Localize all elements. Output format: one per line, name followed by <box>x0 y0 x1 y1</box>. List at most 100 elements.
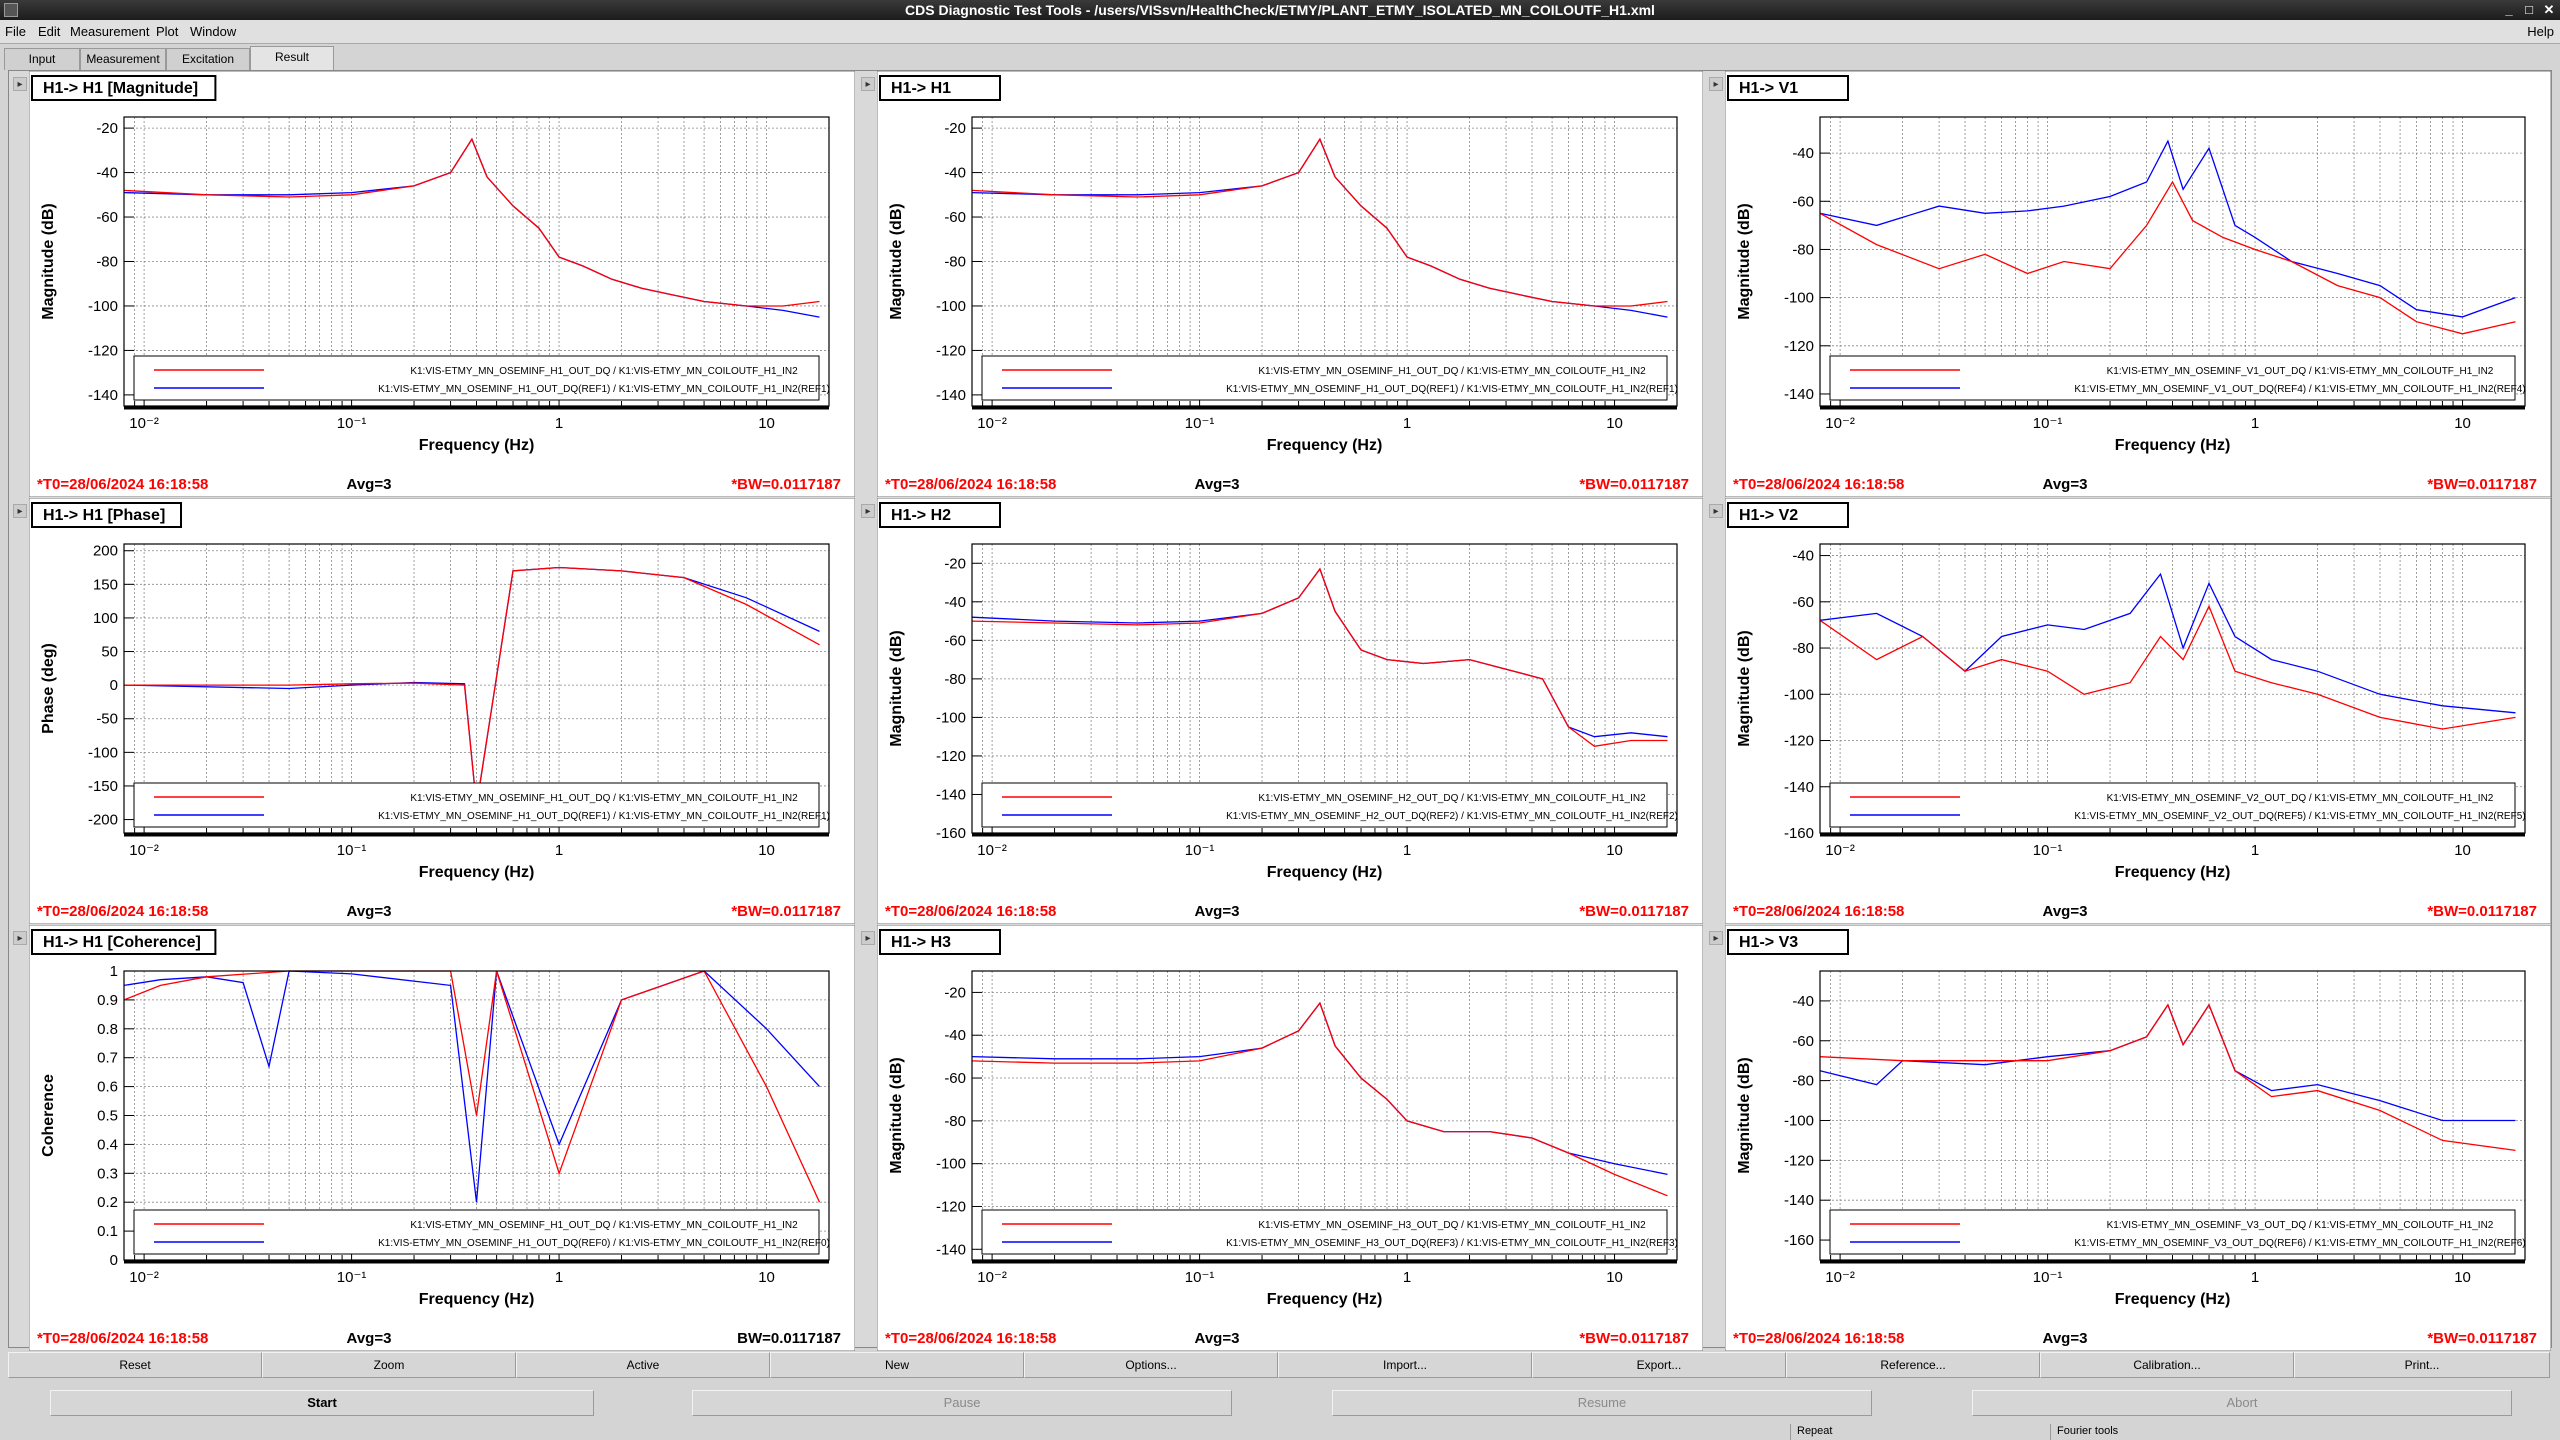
pane-options-icon[interactable]: ▸ <box>861 931 875 945</box>
plot-pane[interactable]: ▸ H1-> H2 -160 -140 -120 -100 -80 -60 -40 -20 10⁻²… <box>857 498 1705 924</box>
new-button[interactable]: New <box>770 1352 1024 1378</box>
active-button[interactable]: Active <box>516 1352 770 1378</box>
series-measurement-line <box>123 137 820 307</box>
minimize-icon[interactable]: _ <box>2505 2 2513 17</box>
plot-pane[interactable]: ▸ H1-> H1 [Magnitude] -140 -120 -100 -80 -60 -4… <box>9 71 857 497</box>
y-tick-label: -40 <box>96 165 118 182</box>
pane-options-icon[interactable]: ▸ <box>1709 931 1723 945</box>
zoom-button[interactable]: Zoom <box>262 1352 516 1378</box>
x-tick-label: 10 <box>2454 842 2471 859</box>
plot-canvas[interactable]: H1-> H1 [Phase] -200 -150 -100 -50 0 50 100 150 2… <box>29 498 855 924</box>
plot-pane[interactable]: ▸ H1-> V2 -160 -140 -120 -100 -80 -60 -40 10⁻² 10⁻… <box>1705 498 2553 924</box>
y-tick-label: -20 <box>944 555 966 572</box>
series-measurement-line <box>971 567 1668 747</box>
pause-button[interactable]: Pause <box>692 1390 1232 1416</box>
start-button[interactable]: Start <box>50 1390 594 1416</box>
legend-entry: K1:VIS-ETMY_MN_OSEMINF_V3_OUT_DQ(REF6) /… <box>2074 1238 2525 1249</box>
options-button[interactable]: Options... <box>1024 1352 1278 1378</box>
timestamp-label: *T0=28/06/2024 16:18:58 <box>1733 1330 1904 1347</box>
pane-options-icon[interactable]: ▸ <box>13 931 27 945</box>
pane-options-icon[interactable]: ▸ <box>861 504 875 518</box>
plot-title: H1-> H1 [Phase] <box>43 507 165 524</box>
x-tick-label: 10⁻² <box>977 415 1007 432</box>
pane-options-icon[interactable]: ▸ <box>1709 77 1723 91</box>
y-tick-label: -140 <box>936 387 966 404</box>
timestamp-label: *T0=28/06/2024 16:18:58 <box>37 903 208 920</box>
y-tick-label: 0.1 <box>97 1223 118 1240</box>
plot-axes-box <box>123 116 830 407</box>
plot-pane[interactable]: ▸ H1-> V3 -160 -140 -120 -100 -80 -60 -40 10⁻² 10⁻… <box>1705 925 2553 1351</box>
legend-box <box>981 1209 1668 1255</box>
plot-title-box <box>879 929 1001 955</box>
plot-pane[interactable]: ▸ H1-> H1 [Phase] -200 -150 -100 -50 0 50 100 150… <box>9 498 857 924</box>
tab-result[interactable]: Result <box>250 46 334 70</box>
x-tick-label: 10⁻² <box>129 1269 159 1286</box>
x-tick-label: 10 <box>1606 415 1623 432</box>
y-tick-label: 100 <box>93 610 118 627</box>
x-tick-label: 10 <box>1606 842 1623 859</box>
bandwidth-label: BW=0.0117187 <box>737 1330 841 1347</box>
reset-button[interactable]: Reset <box>8 1352 262 1378</box>
legend-entry: K1:VIS-ETMY_MN_OSEMINF_H3_OUT_DQ(REF3) /… <box>1226 1238 1678 1249</box>
menu-measurement[interactable]: Measurement <box>70 24 150 39</box>
tab-input[interactable]: Input <box>4 48 80 70</box>
plot-background <box>877 925 1703 1351</box>
menu-help[interactable]: Help <box>2527 24 2554 39</box>
x-axis-label: Frequency (Hz) <box>419 1291 535 1308</box>
plot-background <box>1725 71 2551 497</box>
plot-pane[interactable]: ▸ H1-> V1 -140 -120 -100 -80 -60 -40 10⁻² 10⁻¹ 1 10… <box>1705 71 2553 497</box>
x-tick-label: 10⁻² <box>129 842 159 859</box>
resume-button[interactable]: Resume <box>1332 1390 1872 1416</box>
plot-canvas[interactable]: H1-> V2 -160 -140 -120 -100 -80 -60 -40 10⁻² 10⁻¹… <box>1725 498 2551 924</box>
y-tick-label: -140 <box>936 786 966 803</box>
tab-measurement[interactable]: Measurement <box>80 48 166 70</box>
print-button[interactable]: Print... <box>2294 1352 2550 1378</box>
plot-pane[interactable]: ▸ H1-> H3 -140 -120 -100 -80 -60 -40 -20 10⁻² 10⁻¹… <box>857 925 1705 1351</box>
menu-file[interactable]: File <box>5 24 26 39</box>
pane-options-icon[interactable]: ▸ <box>13 504 27 518</box>
y-tick-label: 150 <box>93 576 118 593</box>
menu-window[interactable]: Window <box>190 24 237 39</box>
pane-options-icon[interactable]: ▸ <box>13 77 27 91</box>
y-tick-label: 50 <box>101 644 118 661</box>
plot-canvas[interactable]: H1-> H1 [Coherence] 0 0.1 0.2 0.3 0.4 0.5 0.6 0.… <box>29 925 855 1351</box>
y-tick-label: -20 <box>944 120 966 137</box>
tab-excitation[interactable]: Excitation <box>166 48 250 70</box>
menu-plot[interactable]: Plot <box>156 24 179 39</box>
timestamp-label: *T0=28/06/2024 16:18:58 <box>885 1330 1056 1347</box>
plot-canvas[interactable]: H1-> V3 -160 -140 -120 -100 -80 -60 -40 10⁻² 10⁻¹… <box>1725 925 2551 1351</box>
x-axis-label: Frequency (Hz) <box>419 864 535 881</box>
pane-options-icon[interactable]: ▸ <box>861 77 875 91</box>
y-tick-label: -60 <box>1792 1033 1814 1050</box>
plot-pane[interactable]: ▸ H1-> H1 [Coherence] 0 0.1 0.2 0.3 0.4 0.5 0.6 0… <box>9 925 857 1351</box>
timestamp-label: *T0=28/06/2024 16:18:58 <box>1733 476 1904 493</box>
y-tick-label: -40 <box>944 165 966 182</box>
calibration-button[interactable]: Calibration... <box>2040 1352 2294 1378</box>
plot-canvas[interactable]: H1-> H3 -140 -120 -100 -80 -60 -40 -20 10⁻² 10⁻¹ 1… <box>877 925 1703 1351</box>
legend-entry: K1:VIS-ETMY_MN_OSEMINF_V2_OUT_DQ(REF5) /… <box>2074 811 2525 822</box>
y-tick-label: -60 <box>96 209 118 226</box>
y-axis-label: Magnitude (dB) <box>1736 203 1753 319</box>
plot-pane[interactable]: ▸ H1-> H1 -140 -120 -100 -80 -60 -40 -20 10⁻² 10⁻¹… <box>857 71 1705 497</box>
plot-canvas[interactable]: H1-> V1 -140 -120 -100 -80 -60 -40 10⁻² 10⁻¹ 1 10 K… <box>1725 71 2551 497</box>
legend-entry: K1:VIS-ETMY_MN_OSEMINF_H2_OUT_DQ(REF2) /… <box>1226 811 1678 822</box>
plot-canvas[interactable]: H1-> H1 -140 -120 -100 -80 -60 -40 -20 10⁻² 10⁻¹ 1… <box>877 71 1703 497</box>
close-icon[interactable]: ✕ <box>2543 2 2555 17</box>
reference-button[interactable]: Reference... <box>1786 1352 2040 1378</box>
x-tick-label: 10⁻¹ <box>2033 842 2063 859</box>
y-tick-label: -60 <box>944 632 966 649</box>
legend-entry: K1:VIS-ETMY_MN_OSEMINF_H1_OUT_DQ / K1:VI… <box>410 366 798 377</box>
plot-canvas[interactable]: H1-> H1 [Magnitude] -140 -120 -100 -80 -60 -40… <box>29 71 855 497</box>
import-button[interactable]: Import... <box>1278 1352 1532 1378</box>
maximize-icon[interactable]: □ <box>2525 2 2533 17</box>
timestamp-label: *T0=28/06/2024 16:18:58 <box>37 476 208 493</box>
plot-title: H1-> V2 <box>1739 507 1798 524</box>
abort-button[interactable]: Abort <box>1972 1390 2512 1416</box>
pane-options-icon[interactable]: ▸ <box>1709 504 1723 518</box>
legend-entry: K1:VIS-ETMY_MN_OSEMINF_H1_OUT_DQ(REF0) /… <box>378 1238 830 1249</box>
export-button[interactable]: Export... <box>1532 1352 1786 1378</box>
y-tick-label: -40 <box>944 594 966 611</box>
menu-edit[interactable]: Edit <box>38 24 61 39</box>
plot-canvas[interactable]: H1-> H2 -160 -140 -120 -100 -80 -60 -40 -20 10⁻² 1… <box>877 498 1703 924</box>
average-label: Avg=3 <box>2043 903 2088 920</box>
